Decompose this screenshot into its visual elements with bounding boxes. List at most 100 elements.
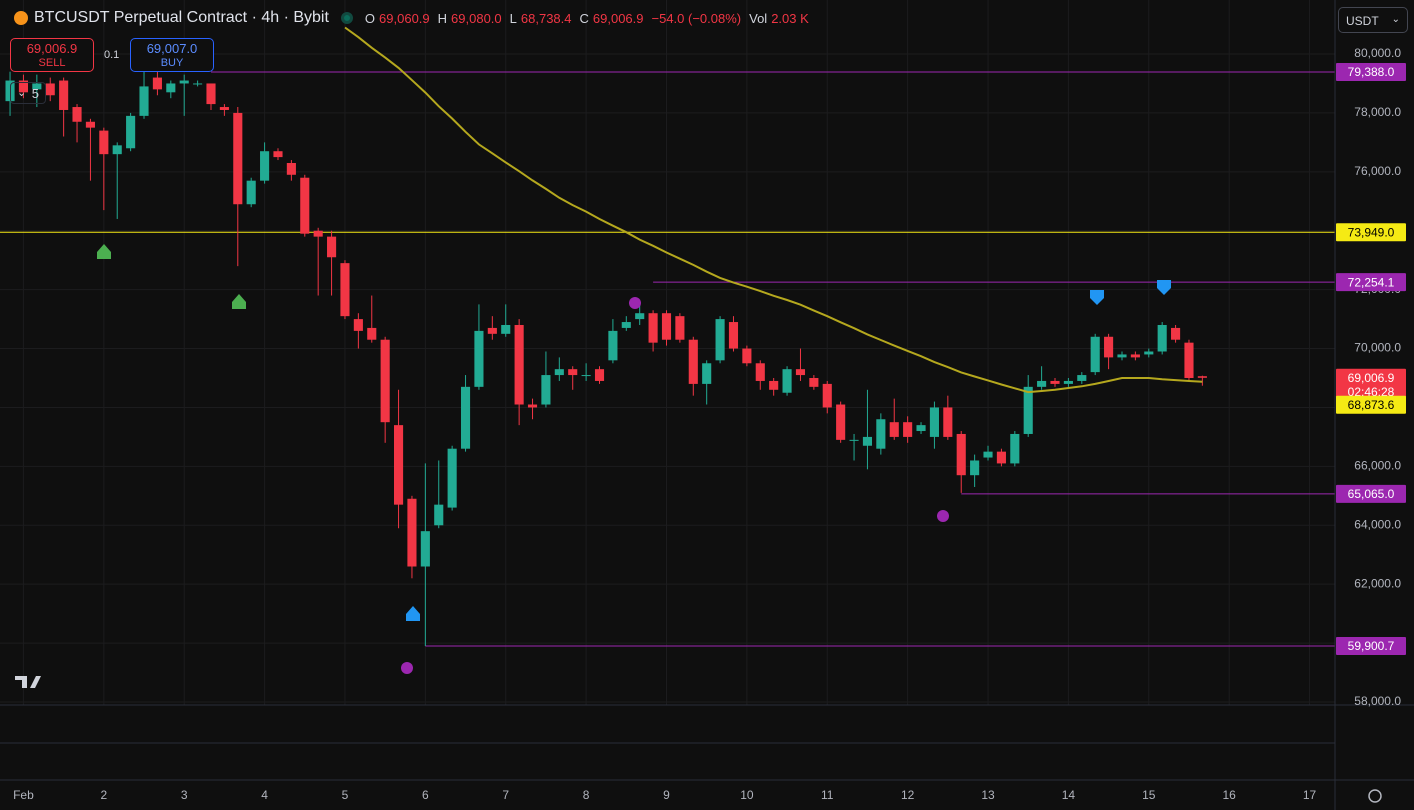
candle-body — [916, 425, 926, 432]
x-tick-label: 3 — [181, 788, 188, 802]
price-label-box — [1336, 223, 1406, 242]
candle-body — [862, 436, 873, 446]
candle-body — [340, 263, 350, 317]
candle-body — [702, 363, 712, 384]
price-label-box — [1336, 637, 1406, 656]
sell-price: 69,006.9 — [26, 41, 78, 56]
x-tick-label: 17 — [1303, 788, 1317, 802]
candle-body — [809, 378, 819, 387]
x-tick-label: 13 — [981, 788, 995, 802]
candle-body — [688, 339, 698, 384]
x-tick-label: 5 — [342, 788, 349, 802]
candle-body — [728, 322, 739, 349]
chevron: ⌄ — [17, 87, 27, 99]
candle-body — [112, 145, 122, 155]
candle-body — [782, 369, 792, 393]
settings-button[interactable] — [1368, 789, 1382, 803]
x-tick-label: Feb — [13, 788, 34, 802]
moving-average — [344, 26, 1203, 394]
candle-body — [286, 162, 296, 175]
indicators-count: 5 — [31, 86, 39, 101]
x-tick-label: 4 — [261, 788, 268, 802]
y-tick-label: 76,000.0 — [1354, 164, 1401, 178]
candle-body — [501, 324, 511, 334]
candle-body — [179, 80, 189, 84]
candle-body — [594, 369, 605, 381]
candle-body — [849, 439, 859, 441]
logo — [15, 676, 41, 688]
candle-body — [1171, 327, 1181, 340]
sell-button[interactable]: 69,006.9 SELL — [10, 38, 94, 72]
signal-markers — [97, 244, 1171, 674]
volume-key: Vol — [749, 10, 768, 26]
candle-body — [487, 327, 497, 334]
candle-body — [327, 236, 337, 258]
y-tick-label: 66,000.0 — [1354, 459, 1401, 473]
x-tick-label: 6 — [422, 788, 429, 802]
candle-body — [1144, 351, 1154, 355]
candle-body — [193, 83, 203, 85]
y-tick-label: 64,000.0 — [1354, 517, 1401, 531]
candle-body — [541, 375, 551, 405]
ohlc-value: 69,006.9 — [592, 10, 644, 26]
price-label-box — [1336, 273, 1406, 292]
alarm-icon — [937, 510, 949, 522]
ohlc-value: 68,738.4 — [520, 10, 572, 26]
x-tick-label: 12 — [901, 788, 915, 802]
currency: USDT — [1346, 14, 1379, 28]
coin-icon — [14, 11, 28, 25]
candle-body — [260, 151, 270, 181]
ohlc-key: C — [579, 10, 589, 26]
candle-body — [447, 448, 457, 508]
candle-body — [126, 115, 136, 149]
volume-value: 2.03 K — [771, 10, 809, 26]
moving-average-line — [344, 26, 1203, 394]
candle-body — [621, 322, 631, 328]
candle-body — [996, 451, 1006, 464]
quantity[interactable]: 0.1 — [104, 49, 120, 61]
candle-body — [554, 369, 564, 376]
price-label: 65,065.0 — [1348, 487, 1395, 501]
buy-button[interactable]: 69,007.0 BUY — [130, 38, 214, 72]
y-tick-label: 70,000.0 — [1354, 341, 1401, 355]
last-price-label: 69,006.9 — [1348, 371, 1395, 385]
candle-body — [715, 319, 725, 361]
candle-body — [273, 151, 283, 158]
candle-body — [568, 369, 578, 376]
ohlc-key: L — [509, 10, 517, 26]
ohlc-value: 69,080.0 — [451, 10, 502, 26]
sell-label: SELL — [38, 57, 66, 69]
axes: 58,000.060,000.062,000.064,000.066,000.0… — [13, 46, 1406, 802]
candle-body — [675, 316, 685, 340]
candle-body — [460, 386, 471, 449]
price-label-box — [1336, 63, 1406, 82]
candle-body — [889, 422, 899, 437]
y-tick-label: 80,000.0 — [1354, 46, 1401, 60]
candle-body — [1130, 354, 1140, 358]
chevron: ⌄ — [1391, 14, 1400, 25]
alarm-icon — [629, 297, 641, 309]
candle-body — [420, 531, 430, 567]
buy-signal — [232, 294, 246, 309]
candle-body — [1050, 380, 1060, 384]
indicators-toggle[interactable]: ⌄ 5 — [10, 82, 46, 104]
candle-body — [300, 177, 310, 234]
candle-body — [608, 330, 618, 361]
candle-body — [970, 460, 980, 476]
candle-body — [581, 375, 591, 377]
currency-selector[interactable]: USDT ⌄ — [1338, 7, 1408, 33]
candle-body — [353, 319, 363, 331]
candle-body — [246, 180, 256, 205]
candle-body — [72, 107, 82, 122]
candle-body — [1023, 386, 1033, 434]
candle-body — [1037, 380, 1047, 387]
candle-body — [219, 107, 229, 110]
candle-body — [380, 339, 390, 423]
x-tick-label: 9 — [663, 788, 670, 802]
candle-body — [795, 369, 806, 376]
candle-body — [635, 313, 645, 320]
y-tick-label: 62,000.0 — [1354, 576, 1401, 590]
y-tick-label: 58,000.0 — [1354, 694, 1401, 708]
